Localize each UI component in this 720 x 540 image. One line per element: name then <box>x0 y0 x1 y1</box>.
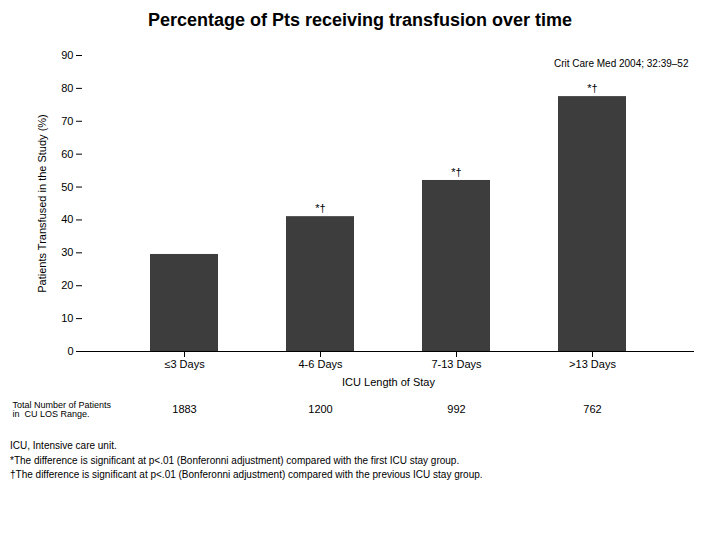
svg-text:90: 90 <box>61 49 73 61</box>
svg-text:30: 30 <box>61 246 73 258</box>
html-text:†The difference is significant: †The difference is significant at p<.01 … <box>10 469 483 480</box>
svg-text:Crit Care Med 2004; 32:39–52: Crit Care Med 2004; 32:39–52 <box>554 58 689 69</box>
svg-text:80: 80 <box>61 82 73 94</box>
svg-text:ICU Length of Stay: ICU Length of Stay <box>342 376 435 388</box>
svg-text:*†: *† <box>315 202 325 214</box>
svg-text:50: 50 <box>61 181 73 193</box>
svg-text:*†: *† <box>587 82 597 94</box>
svg-text:10: 10 <box>61 312 73 324</box>
html-text:*The difference is significant: *The difference is significant at p<.01 … <box>10 454 460 466</box>
svg-text:≤3 Days: ≤3 Days <box>164 358 205 370</box>
svg-text:60: 60 <box>61 148 73 160</box>
svg-text:Total Number of Patientsin CU: Total Number of Patientsin CU LOS Range. <box>13 400 112 419</box>
svg-text:7-13 Days: 7-13 Days <box>431 358 482 370</box>
svg-text:1883: 1883 <box>172 403 196 415</box>
svg-text:20: 20 <box>61 279 73 291</box>
svg-text:1200: 1200 <box>308 403 332 415</box>
html-text:ICU, Intensive care unit.: ICU, Intensive care unit. <box>10 440 117 451</box>
svg-text:70: 70 <box>61 115 73 127</box>
svg-text:0: 0 <box>67 345 73 357</box>
svg-text:762: 762 <box>583 403 601 415</box>
svg-text:>13 Days: >13 Days <box>569 358 616 370</box>
html-text:Percentage of Pts receiving tr: Percentage of Pts receiving transfusion … <box>147 10 573 30</box>
svg-text:992: 992 <box>447 403 465 415</box>
svg-text:*†: *† <box>451 166 461 178</box>
svg-text:Patients Transfused in the Stu: Patients Transfused in the Study (%) <box>36 114 48 293</box>
svg-text:40: 40 <box>61 213 73 225</box>
svg-text:4-6 Days: 4-6 Days <box>298 358 343 370</box>
